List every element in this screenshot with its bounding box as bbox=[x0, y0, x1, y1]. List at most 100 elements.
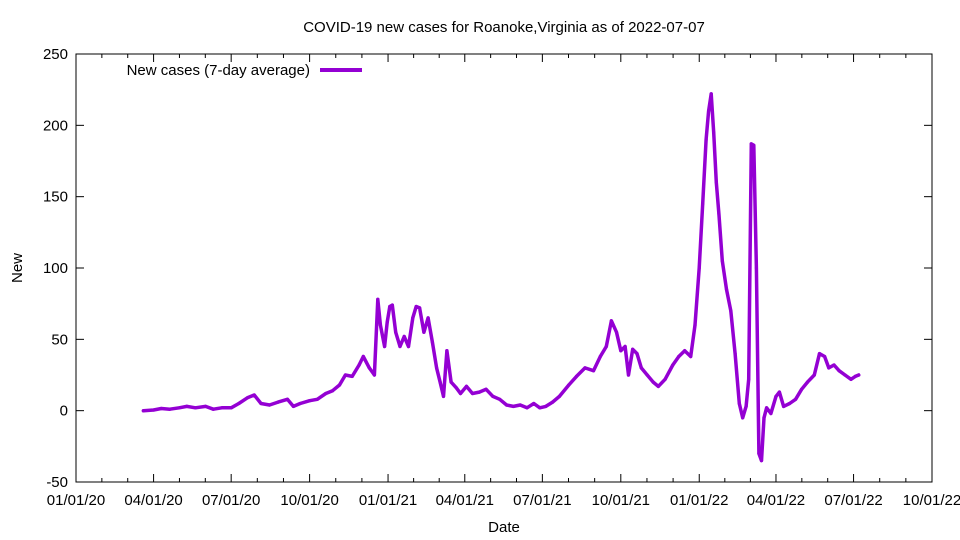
data-point bbox=[464, 384, 469, 388]
x-tick-label: 01/01/22 bbox=[670, 492, 728, 509]
data-point bbox=[376, 297, 380, 301]
data-point bbox=[551, 400, 555, 404]
y-tick-label: 50 bbox=[51, 331, 68, 348]
y-axis-label: New bbox=[9, 253, 26, 283]
data-point bbox=[430, 340, 434, 344]
data-point bbox=[749, 142, 753, 146]
data-point bbox=[445, 349, 449, 353]
data-point bbox=[491, 394, 495, 398]
data-point bbox=[765, 406, 769, 410]
data-point bbox=[651, 380, 655, 384]
data-point bbox=[623, 344, 627, 349]
data-point bbox=[518, 403, 522, 407]
x-tick-label: 10/01/20 bbox=[280, 492, 338, 509]
data-point bbox=[525, 406, 529, 410]
data-point bbox=[298, 401, 302, 406]
data-point bbox=[220, 406, 224, 410]
data-point bbox=[426, 316, 430, 320]
data-point bbox=[385, 320, 389, 324]
data-point bbox=[777, 390, 782, 394]
data-point bbox=[645, 373, 649, 377]
y-tick-label: 200 bbox=[43, 117, 68, 134]
data-point bbox=[168, 407, 172, 411]
x-tick-label: 07/01/21 bbox=[513, 492, 571, 509]
data-point bbox=[757, 451, 761, 456]
data-point bbox=[378, 323, 382, 327]
data-point bbox=[498, 397, 502, 401]
data-point bbox=[185, 404, 189, 408]
y-tick-label: -50 bbox=[46, 474, 68, 491]
data-point bbox=[626, 373, 631, 377]
data-point bbox=[406, 344, 411, 349]
data-point bbox=[383, 344, 387, 349]
x-tick-label: 04/01/20 bbox=[124, 492, 182, 509]
data-point bbox=[538, 406, 542, 410]
data-point bbox=[544, 404, 548, 408]
data-point bbox=[707, 109, 711, 113]
data-point bbox=[567, 383, 571, 387]
data-point bbox=[152, 408, 156, 412]
data-point bbox=[435, 366, 439, 370]
data-point bbox=[211, 407, 215, 411]
data-point bbox=[701, 202, 705, 206]
data-point bbox=[422, 330, 426, 334]
data-point bbox=[159, 406, 163, 411]
data-point bbox=[357, 363, 361, 367]
legend-label: New cases (7-day average) bbox=[127, 62, 310, 79]
data-point bbox=[245, 396, 249, 400]
data-point bbox=[712, 130, 716, 135]
data-point bbox=[729, 309, 733, 313]
data-point bbox=[291, 404, 295, 408]
data-point bbox=[484, 387, 488, 391]
data-point bbox=[717, 212, 721, 216]
data-point bbox=[744, 404, 748, 408]
y-tick-label: 150 bbox=[43, 189, 68, 206]
data-point bbox=[477, 390, 481, 394]
data-point bbox=[823, 354, 827, 359]
plot-frame bbox=[75, 53, 933, 483]
data-point bbox=[350, 374, 354, 378]
data-point bbox=[747, 377, 751, 381]
tick-labels: -50 0 50 100 150 200 250 01/01/20 04/01/20 07/01/… bbox=[43, 46, 960, 509]
data-point bbox=[402, 334, 406, 339]
data-point bbox=[843, 373, 847, 377]
data-point bbox=[663, 377, 667, 381]
data-point bbox=[827, 366, 831, 370]
x-tick-label: 01/01/20 bbox=[47, 492, 105, 509]
x-tick-label: 07/01/22 bbox=[824, 492, 882, 509]
data-point bbox=[759, 459, 764, 463]
data-point bbox=[683, 349, 687, 353]
data-point bbox=[574, 374, 579, 378]
data-point bbox=[193, 406, 197, 410]
data-point bbox=[591, 369, 596, 373]
data-point bbox=[604, 344, 608, 349]
data-point bbox=[458, 391, 463, 396]
data-point bbox=[229, 406, 233, 410]
data-point bbox=[853, 374, 857, 378]
data-point bbox=[414, 304, 418, 309]
data-point bbox=[331, 389, 335, 393]
data-point bbox=[505, 403, 509, 407]
data-point bbox=[449, 380, 453, 384]
data-point bbox=[367, 366, 371, 370]
data-point bbox=[470, 391, 475, 396]
data-point bbox=[689, 354, 693, 359]
data-point bbox=[788, 401, 792, 406]
data-point bbox=[267, 403, 272, 407]
data-point bbox=[511, 404, 515, 408]
data-point bbox=[754, 266, 759, 270]
data-point bbox=[714, 180, 718, 184]
data-point bbox=[697, 266, 701, 270]
data-point bbox=[411, 316, 415, 320]
data-point bbox=[394, 330, 398, 334]
data-point bbox=[832, 363, 836, 367]
data-point bbox=[237, 401, 241, 406]
x-tick-label: 07/01/20 bbox=[202, 492, 260, 509]
data-point bbox=[614, 330, 619, 334]
data-point bbox=[361, 354, 365, 359]
data-point bbox=[204, 404, 208, 408]
y-tick-label: 250 bbox=[43, 46, 68, 63]
data-point bbox=[849, 377, 853, 381]
series-layer bbox=[141, 92, 861, 463]
